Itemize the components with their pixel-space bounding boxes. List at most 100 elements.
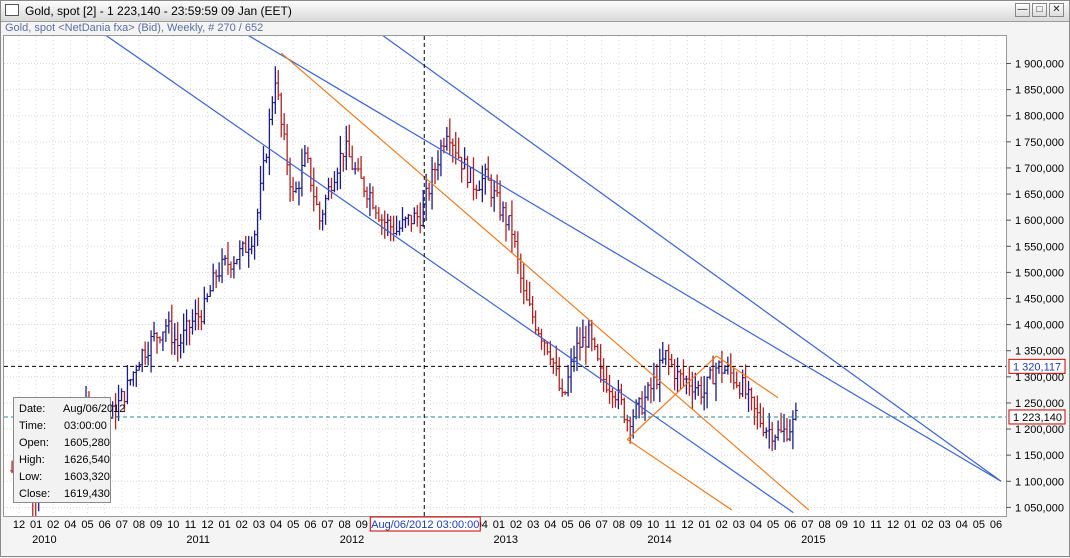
x-month-label: 06	[990, 519, 1002, 531]
x-month-label: 06	[304, 519, 316, 531]
x-month-label: 01	[904, 519, 916, 531]
last-price-marker: 1 223,140	[1013, 412, 1062, 424]
y-tick-label: 1 350,000	[1015, 346, 1064, 358]
y-tick-label: 1 850,000	[1015, 85, 1064, 97]
x-month-label: 04	[956, 519, 968, 531]
x-year-label: 2010	[32, 534, 56, 546]
date-value: Aug/06/2012	[63, 403, 126, 415]
x-month-label: 08	[818, 519, 830, 531]
x-year-label: 2013	[494, 534, 518, 546]
time-label: Time:	[19, 420, 47, 432]
x-month-label: 03	[938, 519, 950, 531]
date-label: Date:	[19, 403, 46, 415]
x-month-label: 02	[236, 519, 248, 531]
x-month-label: 01	[493, 519, 505, 531]
x-month-label: 05	[767, 519, 779, 531]
close-label: Close:	[19, 488, 51, 500]
title-bar[interactable]: Gold, spot [2] - 1 223,140 - 23:59:59 09…	[1, 1, 1069, 22]
x-month-label: 05	[81, 519, 93, 531]
x-month-label: 02	[47, 519, 59, 531]
x-month-label: 08	[613, 519, 625, 531]
x-month-label: 07	[321, 519, 333, 531]
y-tick-label: 1 150,000	[1015, 450, 1064, 462]
x-year-label: 2011	[186, 534, 210, 546]
maximize-icon[interactable]: □	[1032, 3, 1047, 17]
x-month-label: 05	[561, 519, 573, 531]
y-tick-label: 1 900,000	[1015, 59, 1064, 71]
x-month-label: 08	[133, 519, 145, 531]
last-price-marker-box	[1008, 409, 1066, 425]
x-month-label: 01	[698, 519, 710, 531]
x-year-label: 2015	[801, 534, 825, 546]
x-month-label: 04	[544, 519, 556, 531]
y-tick-label: 1 050,000	[1015, 502, 1064, 514]
x-month-label: 06	[579, 519, 591, 531]
channel-line	[626, 439, 733, 511]
x-year-label: 2014	[647, 534, 671, 546]
y-tick-label: 1 300,000	[1015, 372, 1064, 384]
channel-line	[626, 355, 717, 440]
channel-line	[248, 36, 1002, 482]
x-month-label: 08	[339, 519, 351, 531]
x-month-label: 11	[185, 519, 196, 531]
open-label: Open:	[19, 437, 49, 449]
open-value: 1605,280	[64, 437, 110, 449]
x-month-label: 01	[30, 519, 42, 531]
y-tick-label: 1 400,000	[1015, 320, 1064, 332]
y-tick-label: 1 650,000	[1015, 189, 1064, 201]
y-tick-label: 1 700,000	[1015, 163, 1064, 175]
x-year-label: 2012	[340, 534, 364, 546]
x-month-label: 05	[287, 519, 299, 531]
x-month-label: 11	[665, 519, 676, 531]
y-tick-label: 1 200,000	[1015, 424, 1064, 436]
channel-line	[105, 36, 794, 514]
close-value: 1619,430	[64, 488, 110, 500]
channel-line	[280, 52, 810, 511]
x-month-label: 09	[630, 519, 642, 531]
x-month-label: 03	[527, 519, 539, 531]
y-tick-label: 1 250,000	[1015, 398, 1064, 410]
x-month-label: 10	[167, 519, 179, 531]
x-month-label: 02	[716, 519, 728, 531]
channel-line	[716, 355, 779, 399]
x-month-label: 03	[733, 519, 745, 531]
x-month-label: 11	[870, 519, 881, 531]
x-month-label: 02	[510, 519, 522, 531]
x-month-label: 02	[921, 519, 933, 531]
x-month-label: 12	[681, 519, 693, 531]
crosshair-price-marker: 1 320,117	[1013, 361, 1061, 373]
ohlc-series	[10, 66, 798, 516]
window-title: Gold, spot [2] - 1 223,140 - 23:59:59 09…	[25, 4, 292, 18]
y-tick-label: 1 750,000	[1015, 137, 1064, 149]
x-month-label: 05	[973, 519, 985, 531]
x-month-label: 12	[13, 519, 25, 531]
x-month-label: 10	[647, 519, 659, 531]
high-value: 1626,540	[64, 454, 110, 466]
crosshair-price-marker-box	[1008, 358, 1066, 374]
x-month-label: 12	[201, 519, 213, 531]
low-label: Low:	[19, 471, 43, 483]
x-month-label: 06	[784, 519, 796, 531]
x-month-label: 04	[270, 519, 282, 531]
x-month-label: 07	[801, 519, 813, 531]
channel-line	[382, 36, 1002, 482]
ohlc-info-box: Date: Aug/06/2012 Time: 03:00:00 Open: 1605…	[13, 397, 125, 503]
minimize-icon[interactable]: —	[1015, 3, 1030, 17]
crosshair-date-label: Aug/06/2012 03:00:00	[371, 519, 479, 531]
x-month-label: 09	[836, 519, 848, 531]
x-month-label: 09	[356, 519, 368, 531]
y-tick-label: 1 450,000	[1015, 294, 1064, 306]
crosshair-date-box	[369, 516, 481, 532]
close-icon[interactable]: ✕	[1049, 3, 1064, 17]
x-month-label: 04	[64, 519, 76, 531]
y-tick-label: 1 800,000	[1015, 111, 1064, 123]
x-month-label: 07	[116, 519, 128, 531]
x-month-label: 10	[853, 519, 865, 531]
y-tick-label: 1 550,000	[1015, 241, 1064, 253]
y-tick-label: 1 600,000	[1015, 215, 1064, 227]
time-value: 03:00:00	[64, 420, 107, 432]
high-label: High:	[19, 454, 45, 466]
y-tick-label: 1 500,000	[1015, 267, 1064, 279]
